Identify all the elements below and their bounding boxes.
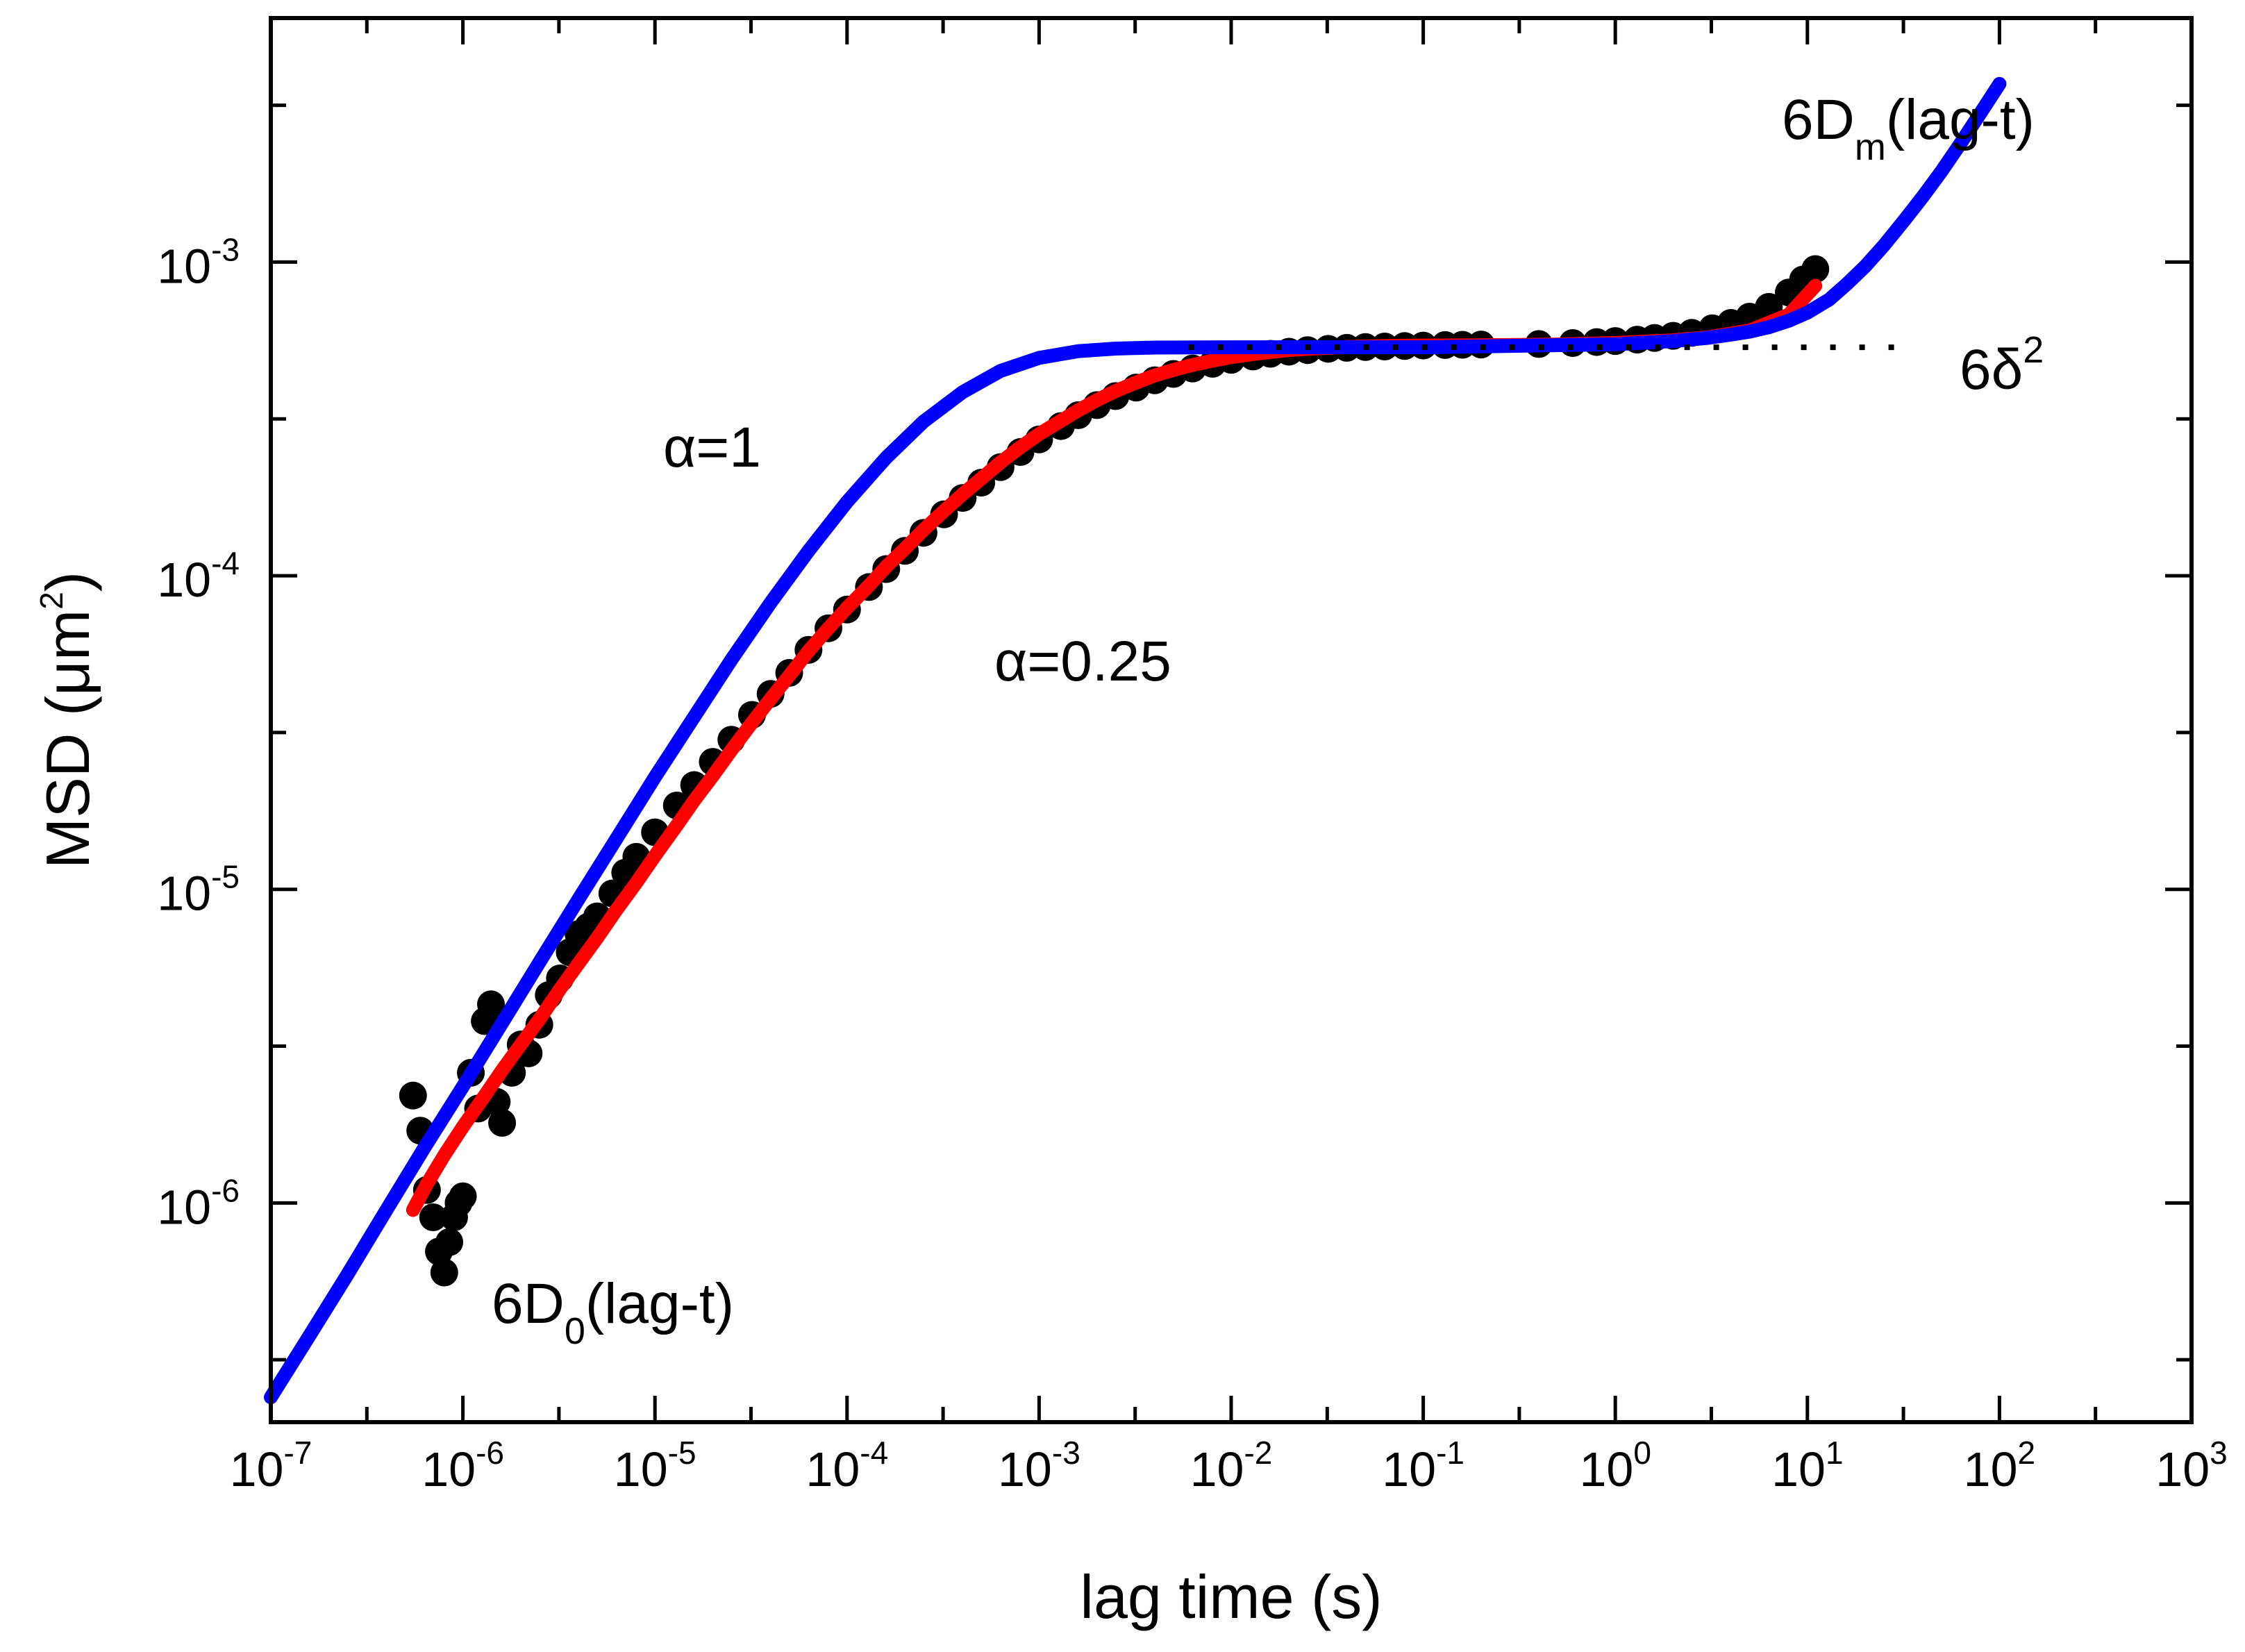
data-point [488, 1109, 517, 1137]
x-tick-label: 10-7 [230, 1435, 312, 1496]
y-tick-base: 10 [157, 1180, 211, 1234]
model-line-blue [264, 76, 2007, 1405]
x-tick-base: 10 [614, 1442, 668, 1496]
x-tick-label: 10-4 [806, 1435, 888, 1496]
alpha-1-label: α=1 [663, 416, 761, 479]
x-axis-title: lag time (s) [1080, 1562, 1382, 1631]
x-tick-base: 10 [1190, 1442, 1244, 1496]
y-tick-exp: -3 [211, 231, 240, 267]
x-tick-exp: -2 [1244, 1435, 1272, 1471]
x-tick-label: 10-6 [422, 1435, 504, 1496]
y-tick-labels: 10-610-510-410-3 [157, 231, 240, 1234]
data-point [1801, 255, 1830, 283]
data-point [477, 990, 506, 1019]
fit-line-red [406, 278, 1823, 1217]
six-d0-label: 6D0(lag-t) [492, 1272, 734, 1352]
x-tick-base: 10 [806, 1442, 860, 1496]
x-tick-label: 10-5 [614, 1435, 696, 1496]
y-tick-label: 10-5 [157, 859, 240, 921]
alpha-025-text: =0.25 [1027, 630, 1171, 693]
x-tick-exp: -1 [1436, 1435, 1464, 1471]
x-tick-base: 10 [1771, 1442, 1826, 1496]
alpha-025-symbol: α [994, 630, 1027, 693]
y-tick-exp: -4 [211, 545, 240, 581]
data-point [399, 1081, 427, 1110]
y-tick-exp: -5 [211, 859, 240, 895]
y-tick-base: 10 [157, 553, 211, 607]
x-tick-exp: -7 [283, 1435, 312, 1471]
x-tick-exp: 3 [2210, 1435, 2228, 1471]
six-delta-sq-label: 6δ2 [1960, 329, 2044, 401]
y-tick-base: 10 [157, 867, 211, 921]
six-dm-pre: 6D [1782, 88, 1855, 151]
six-d0-pre: 6D [492, 1272, 565, 1335]
x-tick-base: 10 [998, 1442, 1052, 1496]
six-dm-sub: m [1855, 126, 1886, 168]
six-delta-sq-sup: 2 [2023, 329, 2044, 371]
tick-layer [269, 18, 2194, 1422]
x-tick-base: 10 [2155, 1442, 2210, 1496]
x-tick-labels: 10-7 10-6 10-5 10-4 10-3 10-2 10-1 100 101 102 103 [230, 1435, 2228, 1496]
alpha-1-symbol: α [663, 416, 696, 479]
y-axis-title: MSD (μm2) [33, 571, 102, 869]
y-tick-label: 10-4 [157, 545, 240, 607]
alpha-1-text: =1 [696, 416, 761, 479]
y-tick-exp: -6 [211, 1172, 240, 1208]
x-tick-base: 10 [230, 1442, 284, 1496]
six-d0-sub: 0 [565, 1310, 585, 1352]
x-tick-label: 10-3 [998, 1435, 1080, 1496]
x-tick-exp: -6 [476, 1435, 504, 1471]
alpha-025-label: α=0.25 [994, 630, 1171, 693]
x-tick-label: 101 [1771, 1435, 1843, 1496]
x-tick-exp: -4 [860, 1435, 888, 1471]
y-tick-label: 10-3 [157, 231, 240, 293]
y-axis-title-close: ) [33, 571, 102, 592]
y-axis-title-mu: μ [33, 660, 102, 696]
x-tick-label: 103 [2155, 1435, 2227, 1496]
y-tick-label: 10-6 [157, 1172, 240, 1234]
six-d0-post: (lag-t) [585, 1272, 734, 1335]
x-tick-base: 10 [1579, 1442, 1633, 1496]
x-tick-label: 10-2 [1190, 1435, 1273, 1496]
x-tick-exp: -5 [668, 1435, 696, 1471]
x-tick-exp: -3 [1052, 1435, 1080, 1471]
six-delta-sq-symbol: δ [1992, 338, 2023, 401]
data-point [435, 1228, 464, 1256]
data-point [449, 1182, 477, 1210]
x-tick-base: 10 [422, 1442, 476, 1496]
y-axis-title-m: m [33, 610, 102, 660]
x-tick-exp: 2 [2018, 1435, 2036, 1471]
data-point [430, 1258, 458, 1287]
series-layer [264, 76, 2007, 1405]
data-point [419, 1203, 447, 1231]
six-dm-post: (lag-t) [1886, 88, 2035, 151]
x-tick-label: 100 [1579, 1435, 1651, 1496]
y-axis-title-main: MSD ( [33, 696, 102, 869]
x-tick-exp: 1 [1826, 1435, 1844, 1471]
x-tick-label: 102 [1964, 1435, 2035, 1496]
six-dm-label: 6Dm(lag-t) [1782, 88, 2035, 168]
y-tick-base: 10 [157, 239, 211, 293]
x-tick-label: 10-1 [1382, 1435, 1464, 1496]
x-tick-exp: 0 [1633, 1435, 1651, 1471]
six-delta-sq-base: 6 [1960, 338, 1992, 401]
y-axis-title-sup: 2 [33, 592, 69, 610]
x-tick-base: 10 [1964, 1442, 2018, 1496]
x-tick-base: 10 [1382, 1442, 1436, 1496]
